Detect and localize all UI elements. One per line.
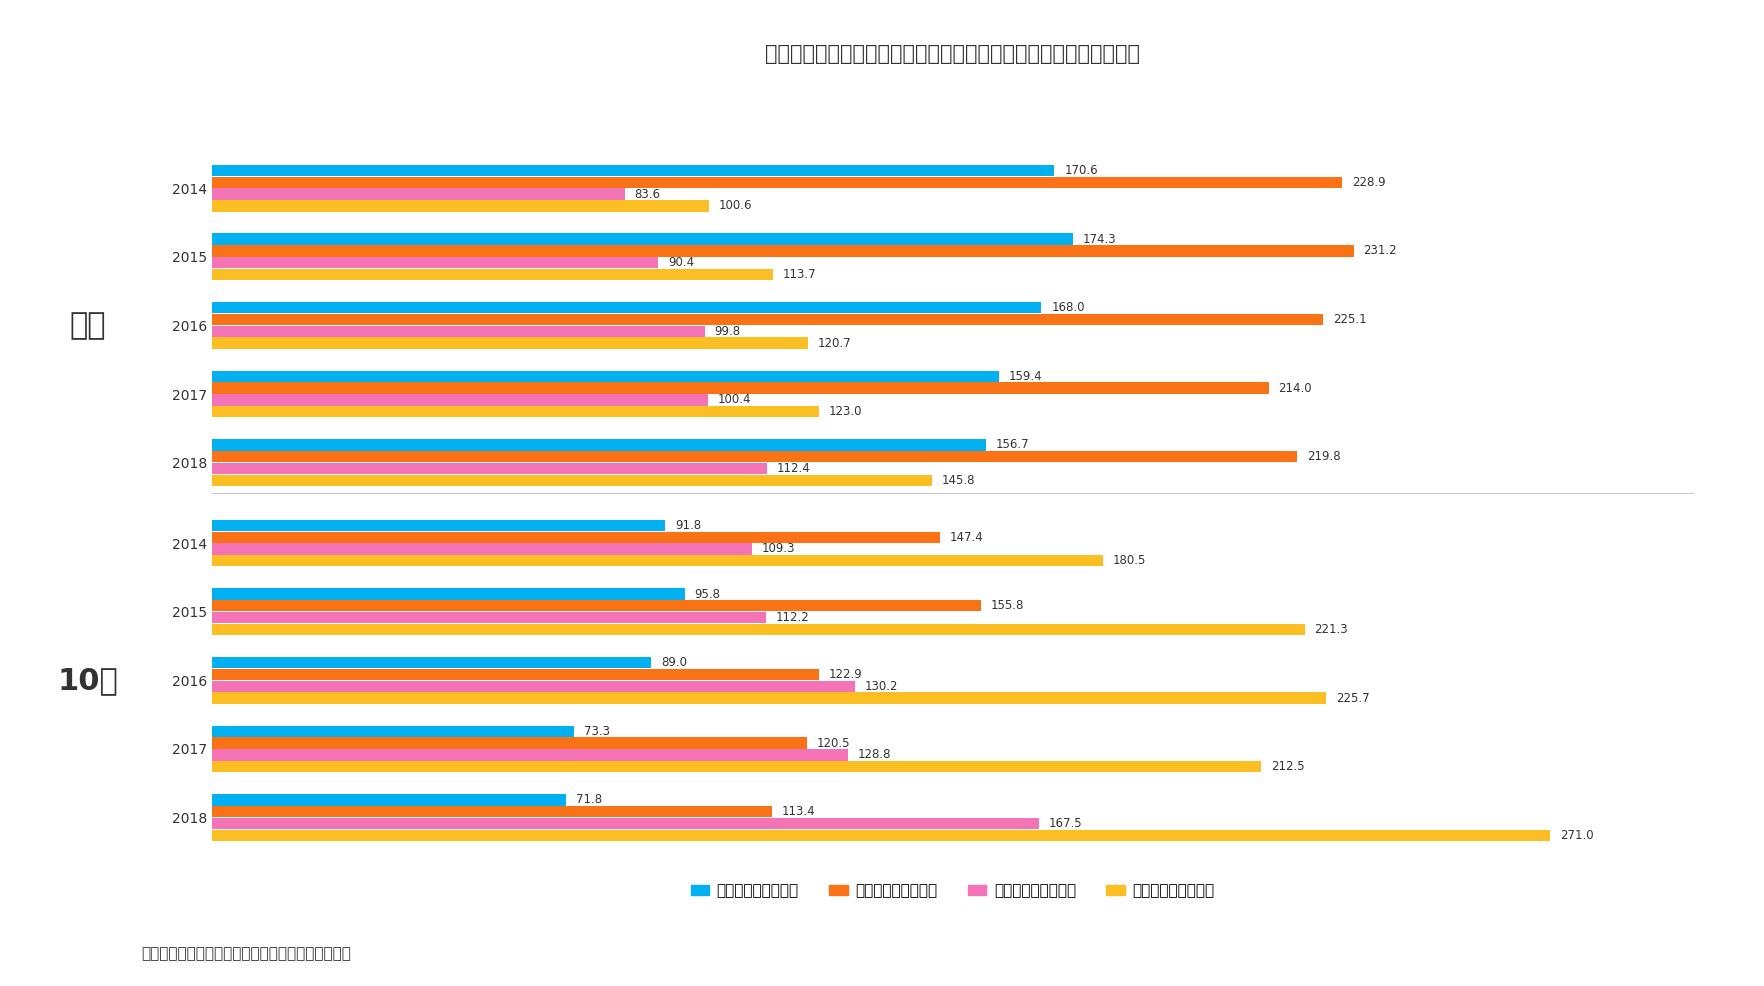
Text: 155.8: 155.8 xyxy=(991,599,1025,612)
Bar xyxy=(212,200,709,212)
Bar xyxy=(212,439,986,451)
Text: 10代: 10代 xyxy=(58,666,118,695)
Bar xyxy=(212,680,856,692)
Bar xyxy=(212,749,848,760)
Bar xyxy=(212,829,1551,841)
Bar xyxy=(212,555,1102,567)
Bar xyxy=(212,817,1039,829)
Text: 225.7: 225.7 xyxy=(1337,691,1371,705)
Text: 73.3: 73.3 xyxy=(584,725,610,738)
Bar xyxy=(212,234,1073,245)
Text: 71.8: 71.8 xyxy=(577,794,602,807)
Bar xyxy=(212,246,1353,256)
Bar xyxy=(212,383,1268,393)
Bar xyxy=(212,451,1297,462)
Bar xyxy=(212,314,1323,325)
Text: 83.6: 83.6 xyxy=(635,187,660,200)
Bar xyxy=(212,371,998,382)
Bar xyxy=(212,669,818,680)
Bar xyxy=(212,176,1342,188)
Text: 99.8: 99.8 xyxy=(714,324,741,338)
Bar xyxy=(212,726,573,737)
Bar xyxy=(212,612,766,623)
Text: 112.4: 112.4 xyxy=(776,462,810,475)
Text: 228.9: 228.9 xyxy=(1353,176,1387,188)
Bar xyxy=(212,474,931,486)
Bar xyxy=(212,406,818,417)
Bar xyxy=(212,462,767,474)
Bar xyxy=(212,269,773,280)
Bar xyxy=(212,600,981,611)
Bar xyxy=(212,520,665,531)
Text: 100.6: 100.6 xyxy=(718,199,751,212)
Text: 212.5: 212.5 xyxy=(1272,760,1305,773)
Bar xyxy=(212,165,1055,176)
Text: 90.4: 90.4 xyxy=(669,256,695,269)
Text: 123.0: 123.0 xyxy=(829,405,863,418)
Text: 170.6: 170.6 xyxy=(1064,164,1097,176)
Bar xyxy=(212,543,751,555)
Text: 122.9: 122.9 xyxy=(829,668,863,681)
Text: 95.8: 95.8 xyxy=(695,588,721,600)
Text: 128.8: 128.8 xyxy=(857,748,891,761)
Text: 図３　平日と休日のテレビ視聴及びネット利用の平均時間　（分）: 図３ 平日と休日のテレビ視聴及びネット利用の平均時間 （分） xyxy=(766,44,1140,64)
Bar xyxy=(212,794,566,806)
Legend: テレビ視聴（平日）, テレビ視聴（休日）, ネット利用（平日）, ネット利用（休日）: テレビ視聴（平日）, テレビ視聴（休日）, ネット利用（平日）, ネット利用（休… xyxy=(684,878,1221,904)
Text: 156.7: 156.7 xyxy=(995,439,1028,452)
Text: 145.8: 145.8 xyxy=(942,474,975,487)
Text: 113.7: 113.7 xyxy=(783,268,817,281)
Bar xyxy=(212,806,773,817)
Text: 112.2: 112.2 xyxy=(776,611,810,624)
Text: 120.7: 120.7 xyxy=(818,336,852,350)
Bar xyxy=(212,325,704,337)
Text: 109.3: 109.3 xyxy=(762,542,796,555)
Text: 168.0: 168.0 xyxy=(1051,301,1085,315)
Text: 120.5: 120.5 xyxy=(817,737,850,749)
Text: 89.0: 89.0 xyxy=(662,656,688,669)
Text: 225.1: 225.1 xyxy=(1334,313,1367,326)
Text: 100.4: 100.4 xyxy=(718,393,751,406)
Text: 91.8: 91.8 xyxy=(676,519,700,531)
Text: 231.2: 231.2 xyxy=(1364,245,1397,257)
Text: 271.0: 271.0 xyxy=(1559,829,1593,842)
Bar xyxy=(212,394,707,405)
Text: 214.0: 214.0 xyxy=(1279,382,1312,394)
Bar xyxy=(212,302,1041,314)
Text: 130.2: 130.2 xyxy=(864,679,898,693)
Bar xyxy=(212,188,624,200)
Text: 159.4: 159.4 xyxy=(1009,370,1043,383)
Text: 113.4: 113.4 xyxy=(781,806,815,818)
Text: 167.5: 167.5 xyxy=(1050,817,1083,830)
Text: 147.4: 147.4 xyxy=(949,530,983,543)
Text: 全体: 全体 xyxy=(71,311,106,340)
Bar xyxy=(212,337,808,349)
Bar xyxy=(212,257,658,268)
Bar xyxy=(212,738,806,748)
Bar xyxy=(212,589,684,599)
Text: 174.3: 174.3 xyxy=(1083,233,1117,246)
Bar xyxy=(212,657,651,669)
Text: 180.5: 180.5 xyxy=(1113,554,1147,567)
Text: 219.8: 219.8 xyxy=(1307,451,1341,463)
Bar xyxy=(212,761,1261,772)
Bar xyxy=(212,624,1305,635)
Text: 221.3: 221.3 xyxy=(1314,623,1348,636)
Bar xyxy=(212,531,940,543)
Text: 出所：『令和元年度情報通信白書』を基に筆者作成: 出所：『令和元年度情報通信白書』を基に筆者作成 xyxy=(141,947,351,961)
Bar xyxy=(212,692,1327,704)
